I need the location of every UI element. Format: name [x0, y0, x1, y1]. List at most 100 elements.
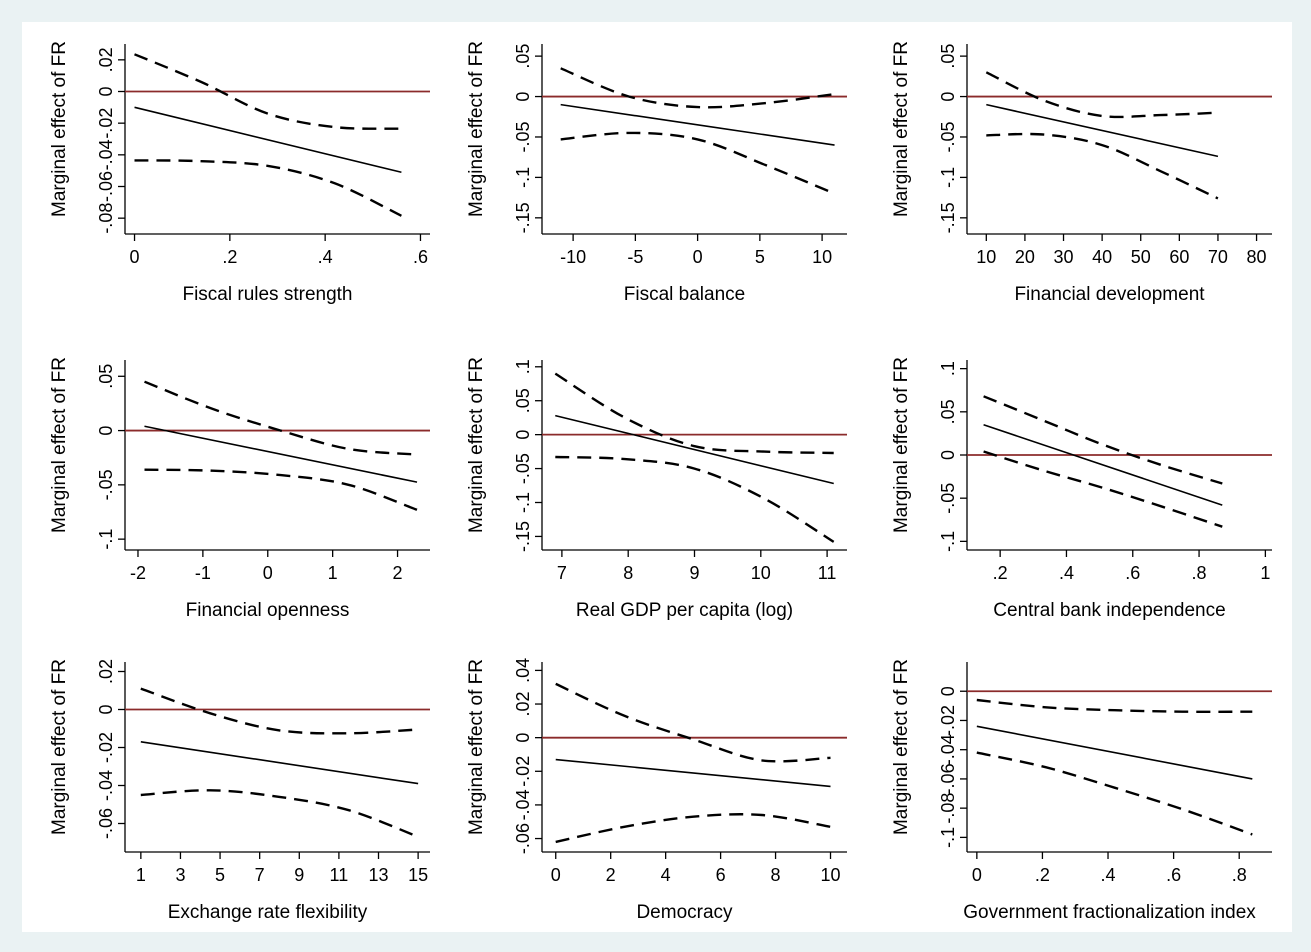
x-tick-label: 5 [755, 247, 765, 267]
x-tick-label: 0 [130, 247, 140, 267]
y-tick-label: .1 [513, 359, 533, 374]
upper-ci-line [560, 67, 835, 109]
lower-ci-line [976, 751, 1253, 836]
y-tick-label: .04 [513, 658, 533, 683]
y-tick-label: -.04 [513, 789, 533, 820]
y-tick-label: -.15 [513, 202, 533, 233]
panel-6: -.1 -.05 0 .05 .1 .2 .4 .6 .8 1 Central bank indep… [891, 357, 1272, 621]
x-tick-label: 2 [393, 563, 403, 583]
x-tick-label: .6 [1166, 865, 1181, 885]
lower-ci-line [983, 450, 1223, 528]
x-tick-label: 10 [976, 247, 996, 267]
y-tick-label: 0 [96, 86, 116, 96]
y-tick-label: 0 [96, 704, 116, 714]
lower-ci-line [144, 468, 418, 511]
x-tick-label: .6 [413, 247, 428, 267]
y-tick-label: -.06 [96, 171, 116, 202]
y-tick-label: -.05 [938, 483, 958, 514]
x-tick-label: 40 [1092, 247, 1112, 267]
y-tick-label: -.1 [513, 492, 533, 513]
x-tick-label: 15 [408, 865, 428, 885]
y-tick-label: -.06 [938, 763, 958, 794]
x-tick-label: 20 [1015, 247, 1035, 267]
y-tick-label: -.1 [938, 531, 958, 552]
x-tick-label: 1 [136, 865, 146, 885]
y-axis-title: Marginal effect of FR [891, 41, 912, 217]
x-tick-label: 0 [693, 247, 703, 267]
y-tick-label: -.02 [96, 732, 116, 763]
x-tick-label: 6 [716, 865, 726, 885]
y-tick-label: -.15 [513, 521, 533, 552]
y-tick-label: -.02 [96, 108, 116, 139]
y-tick-label: .05 [938, 399, 958, 424]
y-tick-label: 0 [513, 430, 533, 440]
y-tick-label: .05 [513, 44, 533, 69]
y-tick-label: -.1 [513, 167, 533, 188]
x-tick-label: .4 [1101, 865, 1116, 885]
x-tick-label: 50 [1131, 247, 1151, 267]
x-tick-label: -1 [195, 563, 211, 583]
upper-ci-line [144, 380, 418, 456]
y-tick-label: -.02 [938, 705, 958, 736]
y-axis-title: Marginal effect of FR [891, 659, 912, 835]
x-tick-label: 10 [751, 563, 771, 583]
x-tick-label: 1 [1260, 563, 1270, 583]
y-tick-label: 0 [938, 450, 958, 460]
x-tick-label: 80 [1247, 247, 1267, 267]
x-axis-title: Central bank independence [993, 600, 1225, 621]
marginal-effect-line [555, 758, 831, 788]
y-tick-label: -.15 [938, 202, 958, 233]
y-axis-title: Marginal effect of FR [466, 659, 487, 835]
x-tick-label: 60 [1169, 247, 1189, 267]
y-axis-title: Marginal effect of FR [466, 357, 487, 533]
y-tick-label: 0 [938, 92, 958, 102]
x-tick-label: 11 [330, 865, 349, 885]
lower-ci-line [560, 131, 836, 195]
x-tick-label: .8 [1232, 865, 1247, 885]
lower-ci-line [555, 455, 835, 543]
x-tick-label: 1 [328, 563, 338, 583]
x-tick-label: 8 [771, 865, 781, 885]
x-axis-title: Real GDP per capita (log) [576, 600, 793, 621]
x-tick-label: 7 [557, 563, 567, 583]
panel-4: -.1 -.05 0 .05 -2 -1 0 1 2 Financial openness Marg… [49, 357, 430, 621]
upper-ci-line [134, 53, 402, 130]
x-axis-title: Fiscal rules strength [182, 284, 352, 305]
y-tick-label: -.04 [96, 139, 116, 170]
y-axis-title: Marginal effect of FR [49, 357, 70, 533]
marginal-effect-line [560, 103, 835, 146]
y-tick-label: -.05 [96, 469, 116, 500]
x-tick-label: 0 [263, 563, 273, 583]
x-tick-label: .2 [993, 563, 1008, 583]
y-tick-label: .05 [938, 44, 958, 69]
y-tick-label: -.06 [513, 823, 533, 854]
x-axis-title: Government fractionalization index [963, 902, 1256, 923]
x-tick-label: 9 [689, 563, 699, 583]
upper-ci-line [985, 71, 1218, 119]
x-tick-label: 5 [215, 865, 225, 885]
x-tick-label: 4 [661, 865, 671, 885]
y-tick-label: -.05 [513, 121, 533, 152]
x-tick-label: 13 [368, 865, 388, 885]
x-tick-label: .2 [222, 247, 237, 267]
lower-ci-line [140, 789, 419, 838]
y-tick-label: 0 [96, 426, 116, 436]
y-tick-label: .05 [513, 388, 533, 413]
y-axis-title: Marginal effect of FR [49, 659, 70, 835]
lower-ci-line [986, 132, 1219, 200]
x-tick-label: .2 [1035, 865, 1050, 885]
y-tick-label: .02 [96, 47, 116, 72]
x-tick-label: .4 [1059, 563, 1074, 583]
x-tick-label: .6 [1125, 563, 1140, 583]
y-tick-label: -.04 [96, 770, 116, 801]
x-tick-label: -2 [130, 563, 146, 583]
figure: -.08 -.06 -.04 -.02 0.02 0.2.4.6 Fiscal rules … [22, 22, 1292, 932]
x-tick-label: 30 [1054, 247, 1074, 267]
y-tick-label: .02 [96, 659, 116, 684]
marginal-effect-line [986, 103, 1219, 158]
x-tick-label: 2 [606, 865, 616, 885]
x-tick-label: 8 [623, 563, 633, 583]
y-axis-title: Marginal effect of FR [891, 357, 912, 533]
